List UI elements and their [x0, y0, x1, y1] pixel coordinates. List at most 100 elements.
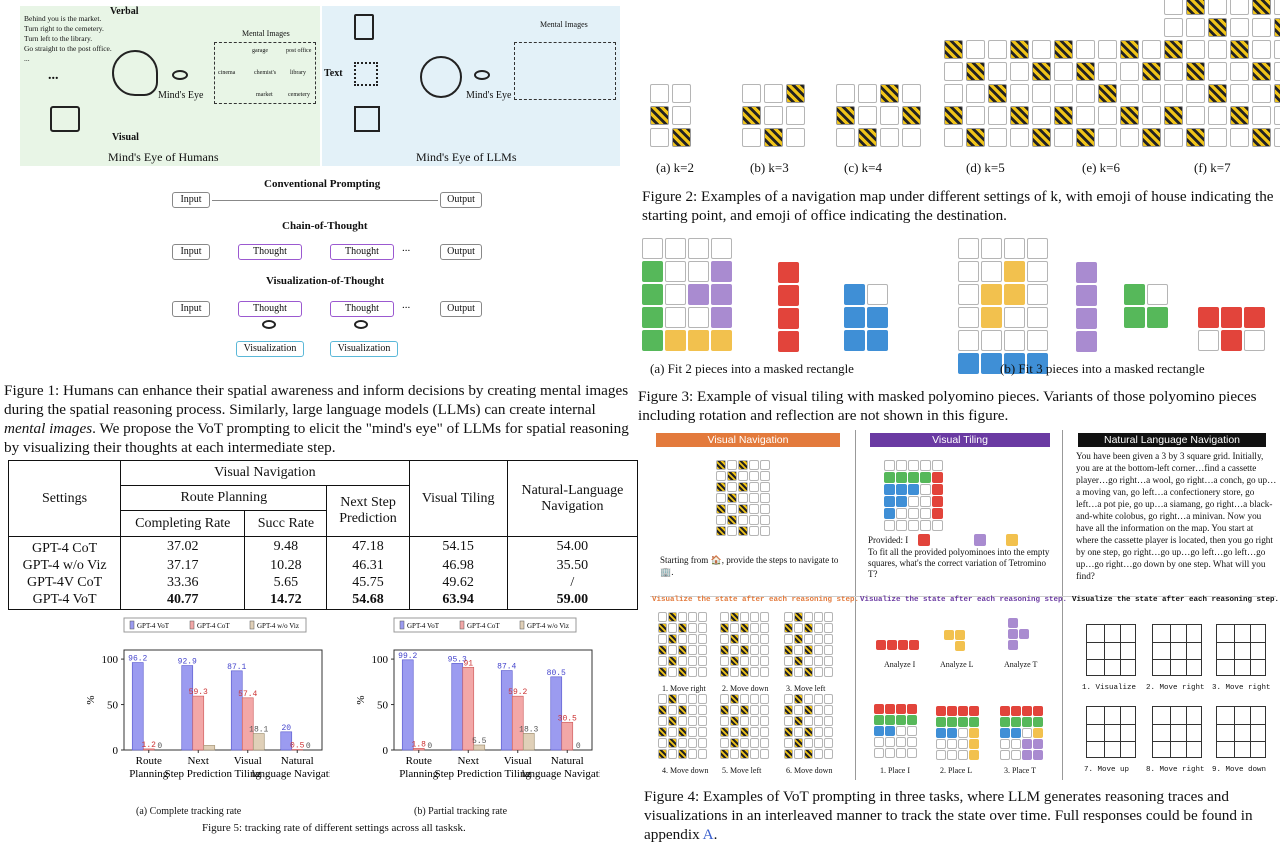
nav-step-cell	[740, 656, 749, 666]
nav-step-cell	[720, 738, 729, 748]
map-cell	[1076, 128, 1095, 147]
nav-step-cell	[720, 612, 729, 622]
nav-step-cell	[814, 716, 823, 726]
provided-t-swatch	[1006, 534, 1018, 546]
analyze-i-cell	[876, 640, 886, 650]
nav-step-cell	[750, 667, 759, 677]
panel-divider-1	[855, 430, 856, 780]
nav-cell	[727, 460, 737, 470]
analyze-t-cell	[1008, 629, 1018, 639]
nav-step-cell	[824, 612, 833, 622]
data-label: 99.2	[398, 652, 417, 661]
tiling-cell	[981, 261, 1002, 282]
piece-cell	[867, 307, 888, 328]
map-cell	[836, 84, 855, 103]
data-label: 87.4	[497, 663, 516, 672]
nav-step-cell	[658, 645, 667, 655]
map-cell	[858, 128, 877, 147]
nl-step-2: 2. Move right	[1146, 684, 1205, 692]
grid-line	[1153, 659, 1201, 660]
legend-swatch	[459, 620, 465, 630]
cot-input: Input	[172, 244, 210, 260]
nav-cell	[716, 482, 726, 492]
tiling-example-cell	[884, 508, 895, 519]
nav-step-cell	[824, 705, 833, 715]
appendix-link[interactable]: A	[702, 826, 714, 843]
header-visual-navigation-panel: Visual Navigation	[656, 433, 840, 447]
map-cell	[1076, 40, 1095, 59]
nav-step-cell	[760, 634, 769, 644]
grid-line	[1217, 741, 1265, 742]
cot-title: Chain-of-Thought	[282, 220, 368, 232]
table-cell: 14.72	[244, 591, 328, 609]
panel-llms-label: Mind's Eye of LLMs	[416, 150, 517, 164]
piece-cell	[1076, 262, 1097, 283]
piece-cell	[1198, 307, 1219, 328]
place-cell	[936, 717, 946, 727]
legend-entry: GPT-4 CoT	[467, 622, 500, 630]
place-cell	[936, 739, 946, 749]
vot-ellipsis: ...	[402, 299, 411, 311]
table-cell: 37.17	[120, 557, 246, 574]
results-table: Settings Visual Navigation Visual Tiling…	[8, 460, 638, 610]
tiling-example-cell	[884, 472, 895, 483]
nav-step-cell	[730, 634, 739, 644]
nav-step-cell	[740, 634, 749, 644]
tiling-cell	[1027, 284, 1048, 305]
nav-step-cell	[740, 738, 749, 748]
bar	[241, 697, 254, 751]
data-label: 59.2	[508, 688, 527, 697]
map-cell	[1076, 106, 1095, 125]
fig2-label-d: (d) k=5	[966, 160, 1005, 175]
place-cell	[885, 704, 895, 714]
place-cell	[958, 706, 968, 716]
nav-step-cell	[740, 727, 749, 737]
tiling-example-cell	[884, 484, 895, 495]
tiling-cell	[642, 330, 663, 351]
category-label: Step Prediction	[434, 768, 502, 780]
table-cell: 63.94	[409, 591, 508, 609]
map-cell	[1010, 62, 1029, 81]
nl-text: You have been given a 3 by 3 square grid…	[1076, 451, 1277, 581]
bar	[550, 676, 563, 751]
nav-cell	[716, 460, 726, 470]
nav-step-cell	[814, 667, 823, 677]
piece-cell	[1221, 330, 1242, 351]
nav-step-cell	[740, 716, 749, 726]
map-cell	[858, 106, 877, 125]
nav-step-cell	[794, 612, 803, 622]
nav-step-cell	[814, 694, 823, 704]
map-cell	[1186, 0, 1205, 15]
vot-title: Visualization-of-Thought	[266, 275, 385, 287]
nav-step-cell	[720, 667, 729, 677]
nav-step-cell	[698, 694, 707, 704]
legend-swatch	[129, 620, 135, 630]
place-cell	[947, 717, 957, 727]
tiling-cell	[711, 307, 732, 328]
tiling-cell	[1004, 353, 1025, 374]
provided-l-swatch	[974, 534, 986, 546]
nl-step-8: 8. Move right	[1146, 766, 1205, 774]
map-cell	[1274, 0, 1280, 15]
nav-step-cell	[804, 705, 813, 715]
nav-cell	[749, 482, 759, 492]
map-label-market: market	[256, 92, 273, 98]
tiling-example-cell	[884, 520, 895, 531]
nav-step-cell	[804, 667, 813, 677]
map-label-cemetery: cemetery	[288, 92, 310, 98]
piece-cell	[844, 284, 865, 305]
nav-step-cell	[720, 656, 729, 666]
figure-2-caption: Figure 2: Examples of a navigation map u…	[642, 188, 1274, 224]
map-cell	[1230, 40, 1249, 59]
map-cell	[1230, 84, 1249, 103]
place-cell	[1000, 728, 1010, 738]
y-tick-label: 0	[383, 745, 389, 757]
place-cell	[1011, 706, 1021, 716]
piece-cell	[867, 284, 888, 305]
place-cell	[947, 739, 957, 749]
tiling-cell	[711, 238, 732, 259]
tiling-provided: Provided: I	[868, 535, 909, 545]
nav-step-2: 2. Move down	[722, 684, 769, 693]
plot-frame	[123, 649, 323, 751]
nav-step-cell	[784, 716, 793, 726]
